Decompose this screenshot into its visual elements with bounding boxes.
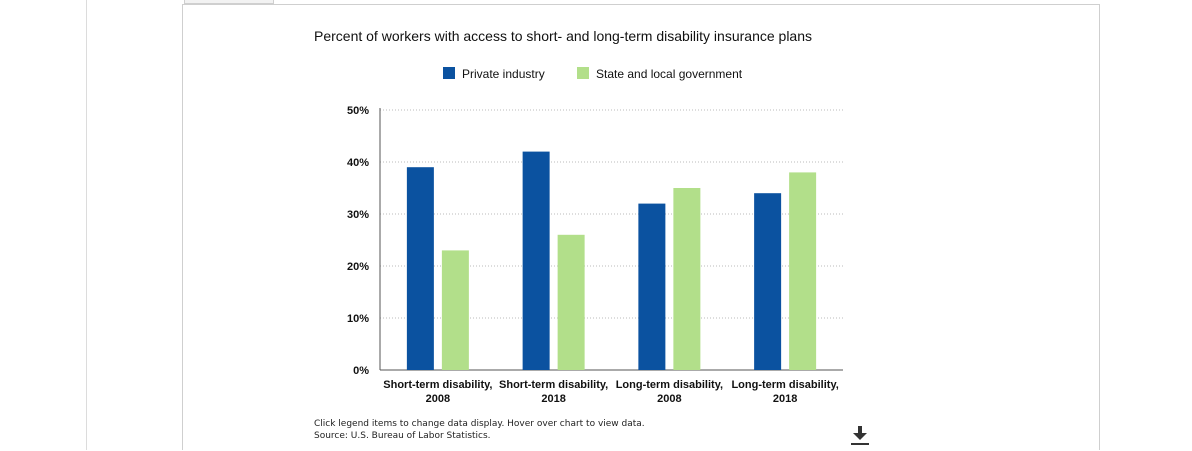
tab-stub[interactable] — [184, 0, 274, 4]
chart-svg: Percent of workers with access to short-… — [314, 28, 843, 405]
chart-title: Percent of workers with access to short-… — [314, 28, 812, 44]
bar-private-3[interactable] — [754, 193, 782, 370]
page-left-rule — [86, 0, 87, 450]
bar-private-1[interactable] — [522, 151, 550, 370]
legend-swatch-1[interactable] — [577, 67, 589, 79]
x-category-label: Long-term disability, — [616, 379, 723, 391]
download-button[interactable] — [848, 424, 872, 446]
x-category-label: 2018 — [541, 393, 565, 405]
x-category-label: Short-term disability, — [383, 379, 492, 391]
chart-panel — [182, 4, 1100, 450]
y-tick-label: 30% — [347, 209, 369, 221]
legend-swatch-0[interactable] — [443, 67, 455, 79]
legend-label-1[interactable]: State and local government — [596, 67, 743, 81]
download-icon — [851, 426, 869, 445]
y-tick-label: 20% — [347, 261, 369, 273]
y-tick-label: 40% — [347, 157, 369, 169]
y-tick-label: 50% — [347, 105, 369, 117]
bar-private-0[interactable] — [406, 167, 434, 370]
bar-state-local-3[interactable] — [789, 172, 817, 370]
chart-instructions: Click legend items to change data displa… — [314, 419, 645, 429]
x-category-label: Short-term disability, — [499, 379, 608, 391]
x-category-label: 2008 — [657, 393, 681, 405]
y-tick-label: 0% — [353, 365, 369, 377]
bar-state-local-2[interactable] — [673, 188, 701, 370]
chart-source: Source: U.S. Bureau of Labor Statistics. — [314, 431, 491, 441]
x-category-label: Long-term disability, — [731, 379, 838, 391]
y-tick-label: 10% — [347, 313, 369, 325]
bar-state-local-0[interactable] — [441, 250, 469, 370]
legend-label-0[interactable]: Private industry — [462, 67, 545, 81]
bar-private-2[interactable] — [638, 203, 666, 370]
x-category-label: 2018 — [773, 393, 797, 405]
bar-state-local-1[interactable] — [557, 234, 585, 370]
x-category-label: 2008 — [426, 393, 450, 405]
